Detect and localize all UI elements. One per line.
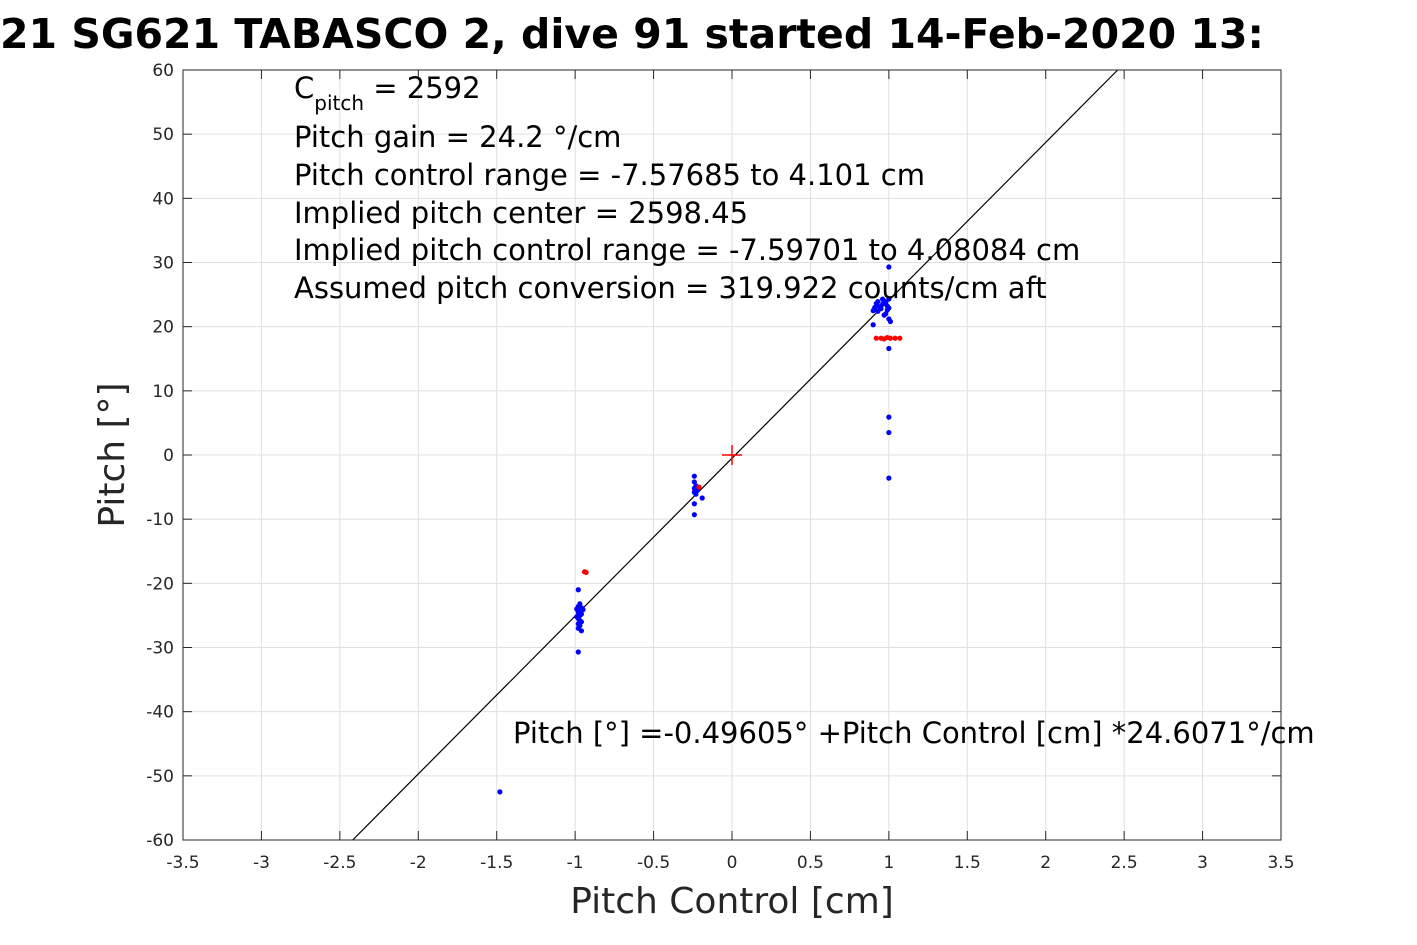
c-pitch-value: = 2592: [364, 71, 481, 105]
data-point: [884, 303, 890, 309]
data-points: [497, 264, 903, 795]
data-point: [873, 335, 879, 341]
y-tick-label: 60: [152, 61, 174, 81]
y-tick-label: 10: [152, 382, 174, 402]
data-point: [897, 335, 903, 341]
data-point: [887, 335, 894, 341]
data-point: [879, 296, 886, 302]
y-tick-label: -30: [146, 639, 174, 659]
y-tick-label: 30: [152, 254, 174, 274]
data-point: [886, 345, 892, 352]
data-point: [693, 491, 699, 497]
data-point: [886, 475, 892, 481]
x-tick-label: -1: [567, 853, 584, 873]
data-point: [583, 569, 589, 576]
center-marker-group: [722, 445, 742, 465]
data-point: [575, 587, 581, 593]
c-pitch-main: C: [294, 71, 314, 105]
fit-equation: Pitch [°] =-0.49605° +Pitch Control [cm]…: [513, 716, 1315, 750]
y-tick-label: 50: [152, 125, 174, 145]
x-axis-ticks: -3.5 -3 -2.5 -2 -1.5 -1 -0.5 0 0.5 1 1.5 2 2.5 3 3.5: [166, 70, 1295, 873]
c-pitch-annotation: Cpitch = 2592: [294, 71, 481, 115]
x-tick-label: 1: [883, 853, 894, 873]
data-point: [878, 306, 884, 312]
data-point: [886, 414, 892, 420]
y-axis-label: Pitch [°]: [92, 382, 133, 527]
y-tick-label: -50: [146, 767, 174, 787]
data-point: [870, 322, 876, 328]
data-point: [691, 473, 697, 479]
y-tick-label: 20: [152, 318, 174, 338]
annotation-line: Implied pitch center = 2598.45: [294, 196, 748, 230]
data-point: [886, 429, 892, 436]
y-tick-label: 40: [152, 189, 174, 209]
x-tick-label: 2.5: [1111, 853, 1138, 873]
x-tick-label: 3: [1197, 853, 1208, 873]
y-tick-label: 0: [163, 446, 174, 466]
x-axis-label: Pitch Control [cm]: [570, 881, 894, 922]
x-tick-label: 1.5: [954, 853, 981, 873]
x-tick-label: 0: [727, 853, 738, 873]
x-tick-label: 2: [1040, 853, 1051, 873]
x-tick-label: -3: [253, 853, 270, 873]
x-tick-label: -1.5: [480, 853, 513, 873]
y-tick-label: -20: [146, 574, 174, 594]
annotation-line: Assumed pitch conversion = 319.922 count…: [294, 271, 1047, 305]
x-tick-label: 3.5: [1267, 853, 1294, 873]
x-tick-label: -2.5: [323, 853, 356, 873]
x-tick-label: -0.5: [637, 853, 670, 873]
annotation-line: Pitch control range = -7.57685 to 4.101 …: [294, 158, 925, 192]
y-tick-label: -10: [146, 510, 174, 530]
data-point: [575, 649, 581, 655]
y-tick-label: -60: [146, 831, 174, 851]
data-point: [497, 789, 503, 795]
chart-title: 21 SG621 TABASCO 2, dive 91 started 14-F…: [0, 10, 1264, 58]
data-point: [691, 501, 697, 507]
data-point: [892, 335, 898, 341]
annotation-line: Implied pitch control range = -7.59701 t…: [294, 233, 1080, 267]
data-point: [691, 512, 697, 518]
data-point: [699, 495, 705, 501]
c-pitch-subscript: pitch: [314, 91, 364, 115]
data-point: [696, 484, 702, 490]
data-point: [578, 628, 585, 634]
y-axis-ticks: -60 -50 -40 -30 -20 -10 0 10 20 30 40 50 60: [146, 61, 1281, 851]
data-point: [887, 318, 894, 325]
data-point: [886, 264, 892, 270]
x-tick-label: -2: [410, 853, 427, 873]
y-tick-label: -40: [146, 703, 174, 723]
x-tick-label: -3.5: [166, 853, 199, 873]
data-point: [580, 607, 586, 613]
annotation-line: Pitch gain = 24.2 °/cm: [294, 120, 621, 154]
data-point: [886, 296, 892, 302]
data-point: [875, 299, 881, 305]
x-tick-label: 0.5: [797, 853, 824, 873]
